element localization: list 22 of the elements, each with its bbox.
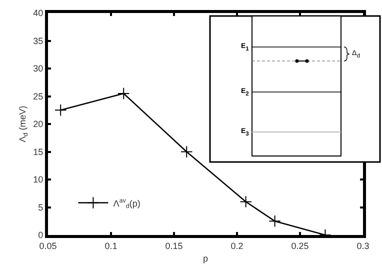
y-tick-label: 40: [33, 8, 44, 18]
x-tick-label: 0.25: [291, 240, 309, 251]
point: [240, 196, 252, 208]
y-tick-label: 25: [33, 91, 44, 102]
x-tick-label: 0.1: [104, 240, 118, 251]
y-tick-label: 0: [38, 230, 44, 240]
point: [268, 215, 281, 228]
y-tick-label: 5: [38, 202, 44, 212]
y-tick-label: 10: [33, 174, 44, 185]
point: [180, 146, 193, 158]
x-tick-label: 0.2: [230, 240, 244, 251]
x-tick-label: 0.05: [39, 240, 57, 251]
point: [54, 104, 67, 116]
y-tick-label: 30: [33, 64, 44, 74]
legend-label: Λ$^{av}$$_{d}$(p): [113, 197, 140, 210]
x-tick-label: 0.3: [356, 240, 370, 251]
point: [118, 87, 130, 100]
y-tick-label: 15: [33, 146, 44, 157]
y-tick-label: 35: [33, 36, 44, 46]
x-axis-title: p: [202, 254, 208, 264]
y-tick-label: 20: [33, 119, 44, 130]
x-tick-label: 0.15: [165, 240, 183, 251]
